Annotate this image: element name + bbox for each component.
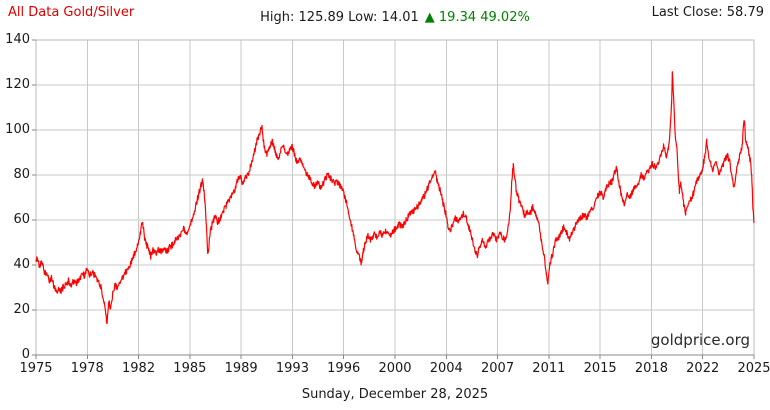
y-axis-label: 0 [21,347,30,362]
x-axis-label: 2007 [481,361,515,376]
x-axis-label: 1985 [173,361,207,376]
y-axis-label: 100 [5,122,30,137]
x-axis-label: 1975 [19,361,53,376]
axis-ticks [32,39,755,359]
plot-frame [35,39,755,355]
y-axis-label: 40 [13,257,30,272]
y-axis-label: 140 [5,32,30,47]
change-up-indicator: ▲ 19.34 49.02% [424,10,530,25]
chart-title: All Data Gold/Silver [8,5,135,20]
x-axis-label: 2000 [378,361,412,376]
y-axis-label: 120 [5,77,30,92]
gridlines [36,40,754,355]
x-axis-label: 2018 [634,361,668,376]
high-low-header: High: 125.89 Low: 14.01 ▲ 19.34 49.02% [36,10,754,25]
y-axis-label: 20 [13,302,30,317]
x-axis-label: 1996 [327,361,361,376]
goldprice-watermark: goldprice.org [650,331,750,349]
x-axis-label: 1978 [70,361,104,376]
x-axis-label: 1989 [224,361,258,376]
last-close-value: Last Close: 58.79 [651,5,764,20]
x-axis-label: 2025 [737,361,770,376]
x-axis-label: 1982 [122,361,156,376]
x-axis-label: 1993 [275,361,309,376]
y-axis-label: 60 [13,212,30,227]
x-axis-label: 2022 [686,361,720,376]
x-axis-label: 2004 [429,361,463,376]
chart-date: Sunday, December 28, 2025 [301,387,489,402]
x-axis-label: 2015 [583,361,617,376]
gold-silver-ratio-line [35,71,755,325]
y-axis-label: 80 [13,167,30,182]
x-axis-label: 2011 [532,361,566,376]
high-low-values: High: 125.89 Low: 14.01 [260,10,419,25]
